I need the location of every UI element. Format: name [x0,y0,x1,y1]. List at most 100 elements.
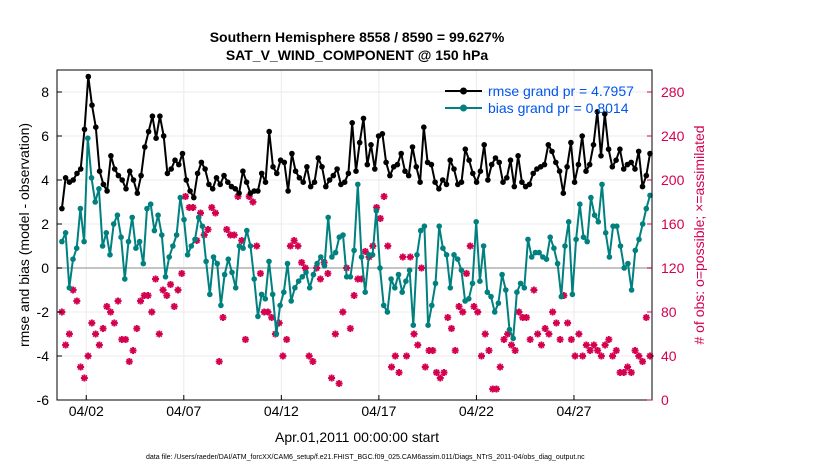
rmse-point [620,166,627,172]
y-right-tick-label: 80 [661,304,677,320]
bias-point [573,236,579,243]
obs-assimilated-point [590,341,598,349]
obs-assimilated-point [65,330,73,338]
obs-marker-d2 [350,292,358,299]
y-right-tick-label: 240 [661,128,685,144]
obs-assimilated-point [403,352,411,360]
rmse-point [481,142,488,148]
rmse-point [213,175,220,181]
obs-assimilated-point [466,242,474,250]
rmse-point [270,164,276,170]
bias-point [621,265,627,271]
bias-point [329,254,335,260]
rmse-point [372,166,378,172]
obs-marker-d2 [613,347,620,354]
bias-point [114,212,121,218]
bias-point [466,296,472,302]
obs-marker-d2 [335,380,343,387]
obs-assimilated-point [541,325,549,332]
rmse-point [126,168,133,174]
bias-point [147,201,154,207]
obs-assimilated-point [335,380,343,387]
obs-assimilated-point [552,319,560,327]
obs-marker-d2 [208,204,215,211]
obs-assimilated-point [99,325,107,332]
bias-point [192,236,198,243]
obs-assimilated-point [215,358,223,365]
obs-marker-d2 [317,275,324,283]
obs-marker-d2 [137,297,144,305]
rmse-point [236,190,242,196]
obs-assimilated-point [219,314,227,321]
rmse-point [104,188,110,194]
rmse-point [111,166,118,172]
obs-assimilated-point [447,325,455,332]
obs-assimilated-point [395,369,403,376]
obs-marker-d2 [324,270,332,277]
obs-assimilated-point [137,297,145,305]
bias-point [425,322,431,329]
obs-marker-d2 [253,242,260,250]
legend-bias-label: bias grand pr = 0.8014 [488,100,629,116]
bias-point [417,227,424,234]
rmse-point [296,175,303,181]
bias-point [73,245,80,251]
x-axis-label: Apr.01,2011 00:00:00 start [275,429,439,445]
rmse-point [511,183,518,190]
bias-point [251,276,257,282]
bias-point [292,285,298,291]
obs-assimilated-point [537,341,545,349]
rmse-point [632,166,638,172]
obs-marker-d2 [298,259,305,266]
rmse-point [583,168,589,174]
bias-point [355,181,361,188]
obs-marker-d2 [238,237,245,244]
bias-point [543,256,550,263]
rmse-point [353,168,359,174]
bias-point [210,254,217,260]
rmse-point [568,139,574,146]
rmse-point [439,177,446,183]
rmse-point [176,161,182,168]
obs-assimilated-point [571,352,579,360]
obs-assimilated-point [399,253,407,261]
obs-marker-d2 [590,341,598,349]
rmse-point [85,73,92,80]
obs-assimilated-point [429,347,437,354]
obs-marker-d2 [302,264,309,272]
obs-marker-d2 [459,308,466,316]
obs-assimilated-point [208,204,216,211]
obs-assimilated-point [601,341,609,349]
obs-assimilated-point [84,352,92,360]
obs-assimilated-point [290,237,298,244]
obs-assimilated-point [305,352,313,360]
bias-point [155,212,161,218]
bias-point [488,293,494,300]
bias-point [510,335,516,342]
obs-marker-d2 [294,242,302,250]
obs-marker-d2 [392,352,399,360]
bias-point [647,192,653,199]
bias-point [188,243,195,249]
bias-point [558,293,565,300]
obs-marker-d2 [631,347,639,354]
obs-marker-d2 [219,314,227,321]
bias-point [66,285,73,291]
obs-assimilated-point [88,319,96,327]
obs-assimilated-point [410,330,418,338]
obs-assimilated-point [110,319,118,327]
obs-marker-d2 [482,330,489,338]
rmse-point [123,186,129,192]
bias-point [521,285,528,291]
rmse-point [643,172,650,179]
rmse-point [398,150,405,157]
rmse-point [315,155,322,161]
obs-assimilated-point [575,330,583,338]
obs-marker-d2 [541,325,549,332]
bias-point [602,230,609,236]
rmse-point [292,168,299,174]
y-left-tick-label: -2 [37,304,50,320]
bias-point [240,245,246,251]
obs-marker-d2 [583,341,590,349]
